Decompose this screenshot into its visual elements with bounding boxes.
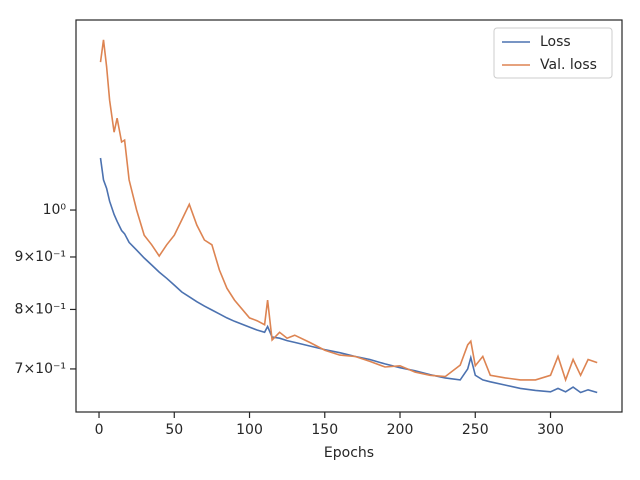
x-tick-label: 300 — [537, 422, 564, 438]
y-tick-label: 8×10⁻¹ — [15, 301, 66, 317]
line-series — [99, 39, 598, 383]
x-tick-label: 150 — [311, 422, 338, 438]
y-tick-label: 7×10⁻¹ — [15, 361, 66, 377]
plot-frame — [75, 19, 623, 413]
legend-label: Loss — [540, 34, 571, 50]
y-tick-label: 10⁰ — [43, 202, 67, 218]
x-tick-label: 200 — [387, 422, 414, 438]
legend-label: Val. loss — [540, 57, 597, 73]
x-tick-label: 50 — [165, 422, 183, 438]
x-tick-label: 250 — [462, 422, 489, 438]
y-tick-label: 9×10⁻¹ — [15, 249, 66, 265]
line-series — [99, 157, 598, 394]
x-tick-label: 100 — [236, 422, 263, 438]
x-tick-label: 0 — [95, 422, 104, 438]
x-axis-label: Epochs — [324, 445, 374, 461]
